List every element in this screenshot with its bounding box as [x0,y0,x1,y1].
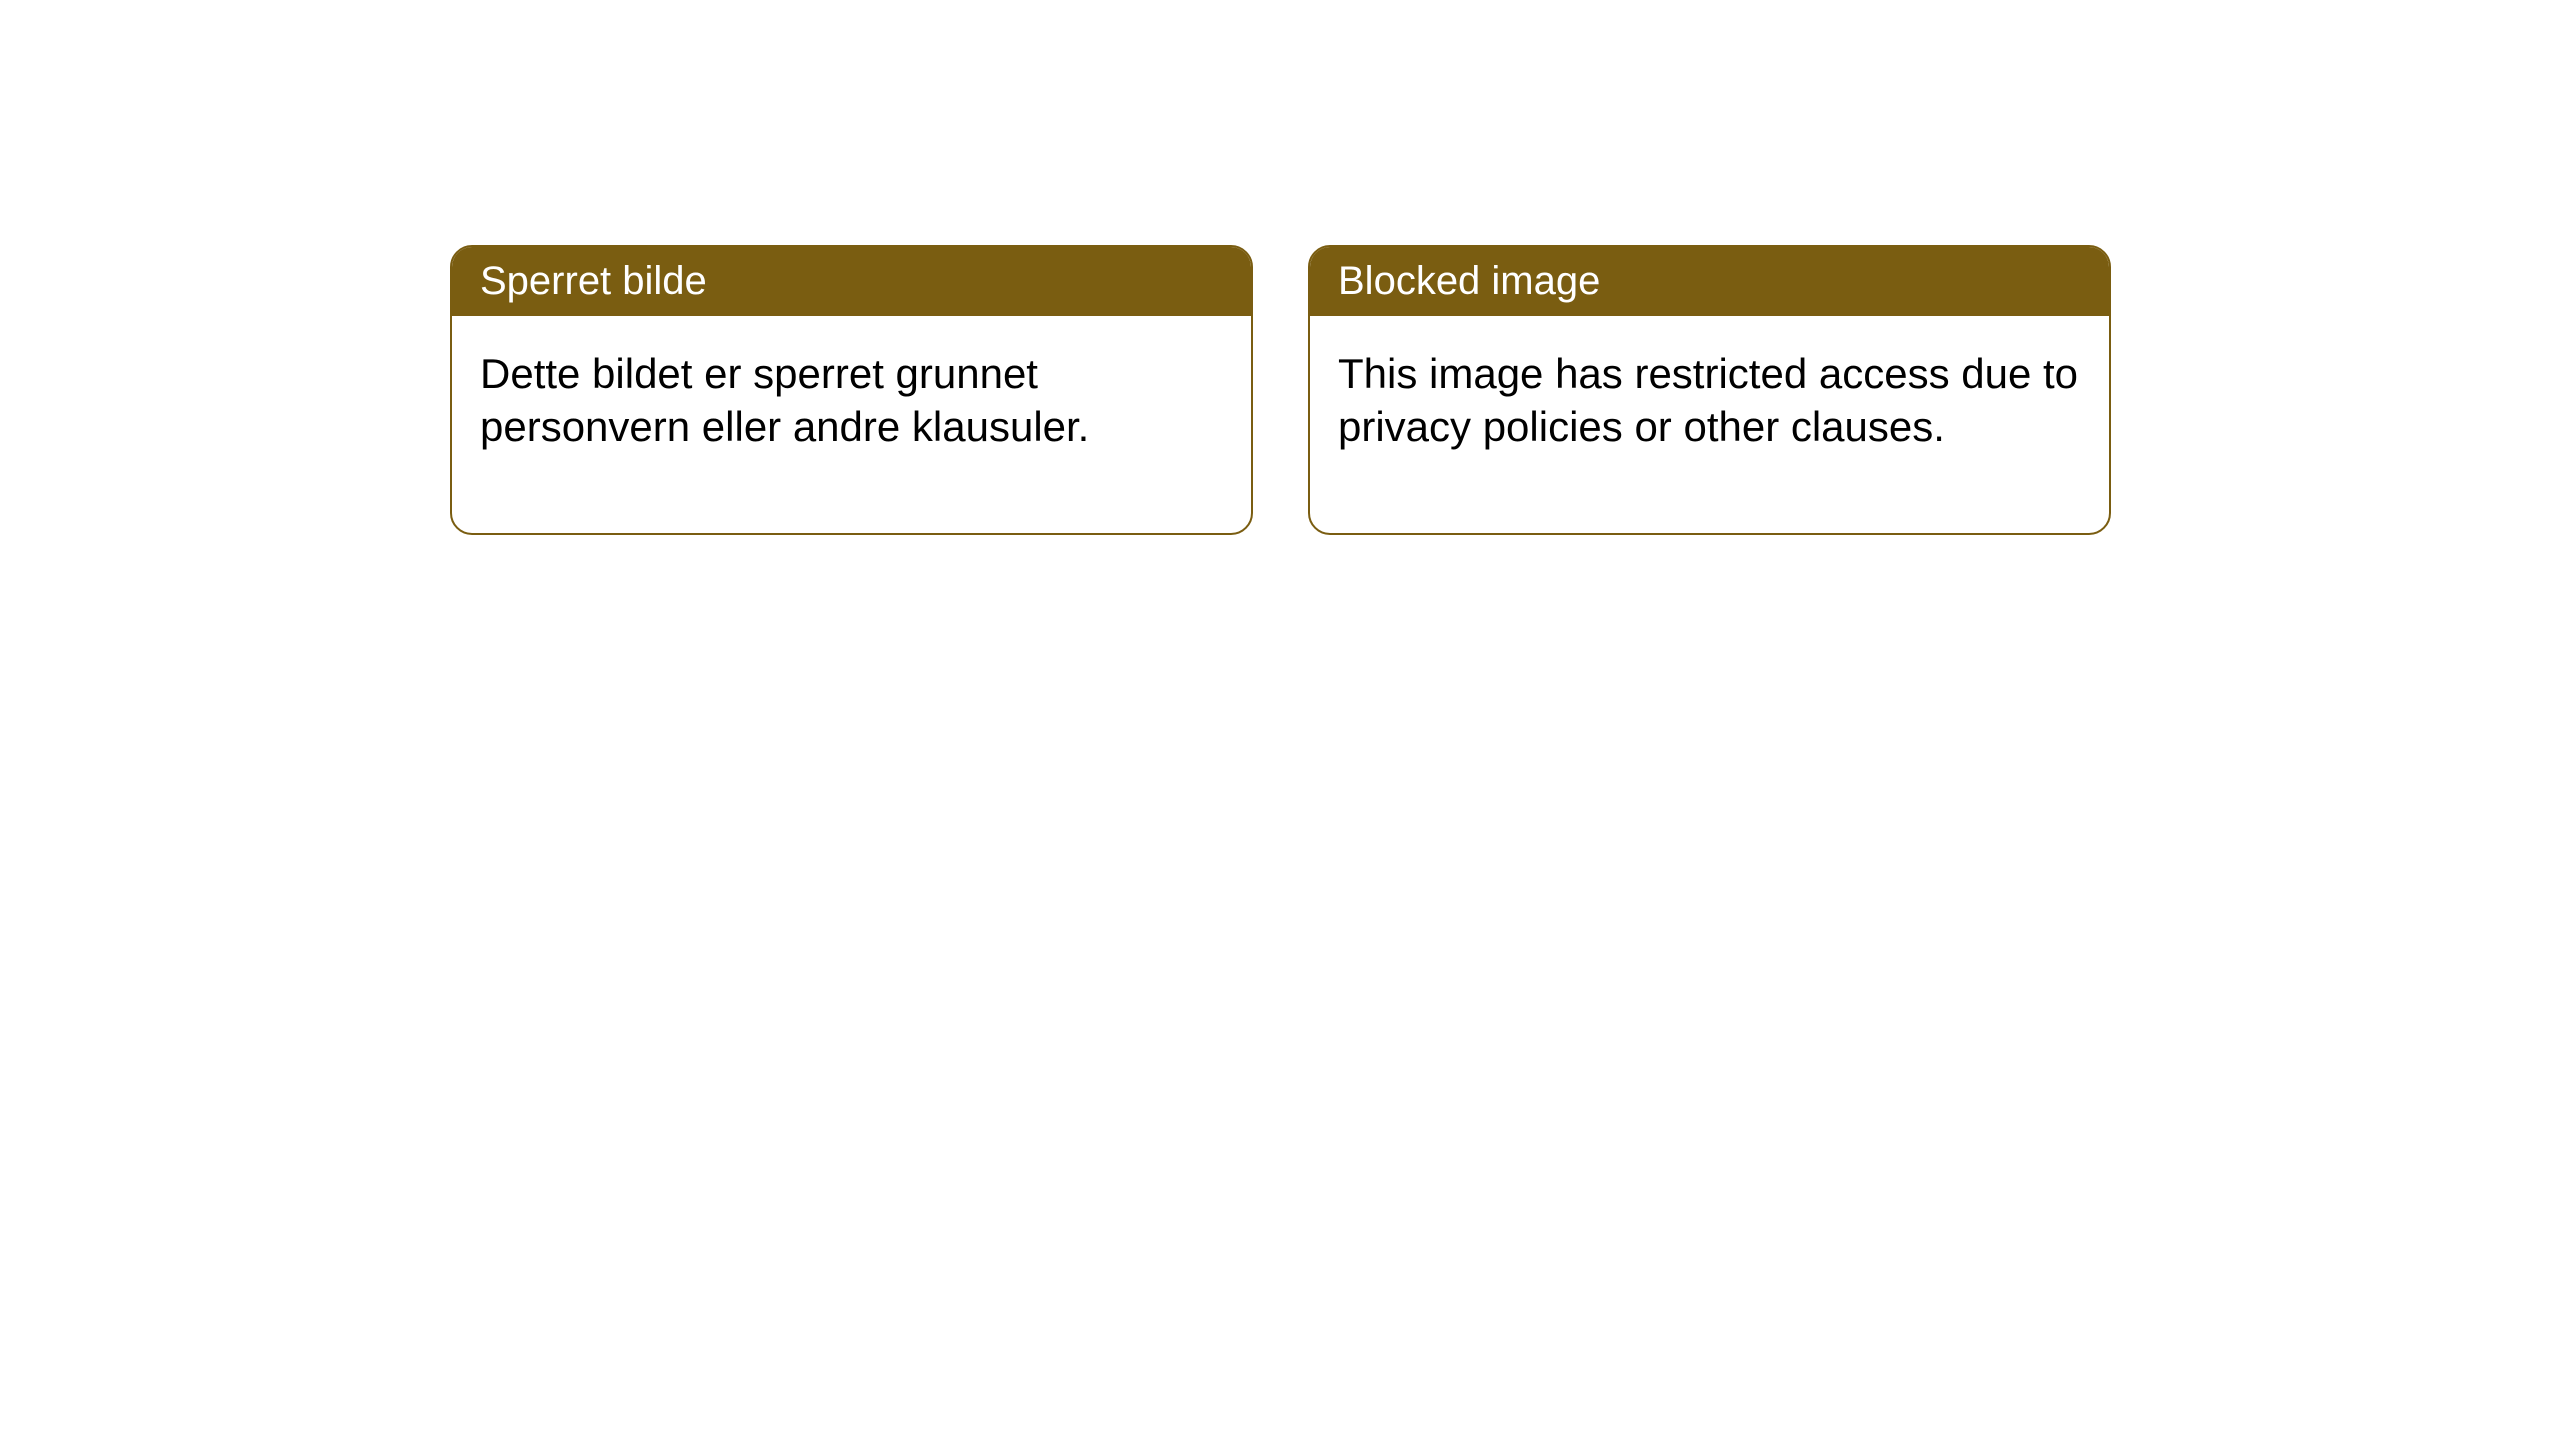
notice-text-norwegian: Dette bildet er sperret grunnet personve… [480,350,1089,450]
notice-text-english: This image has restricted access due to … [1338,350,2078,450]
notice-title-english: Blocked image [1338,259,1600,303]
notice-body-norwegian: Dette bildet er sperret grunnet personve… [452,316,1251,533]
notice-card-english: Blocked image This image has restricted … [1308,245,2111,535]
notice-header-norwegian: Sperret bilde [452,247,1251,316]
notice-header-english: Blocked image [1310,247,2109,316]
notice-body-english: This image has restricted access due to … [1310,316,2109,533]
notice-card-norwegian: Sperret bilde Dette bildet er sperret gr… [450,245,1253,535]
notice-title-norwegian: Sperret bilde [480,259,707,303]
notice-container: Sperret bilde Dette bildet er sperret gr… [450,245,2111,535]
